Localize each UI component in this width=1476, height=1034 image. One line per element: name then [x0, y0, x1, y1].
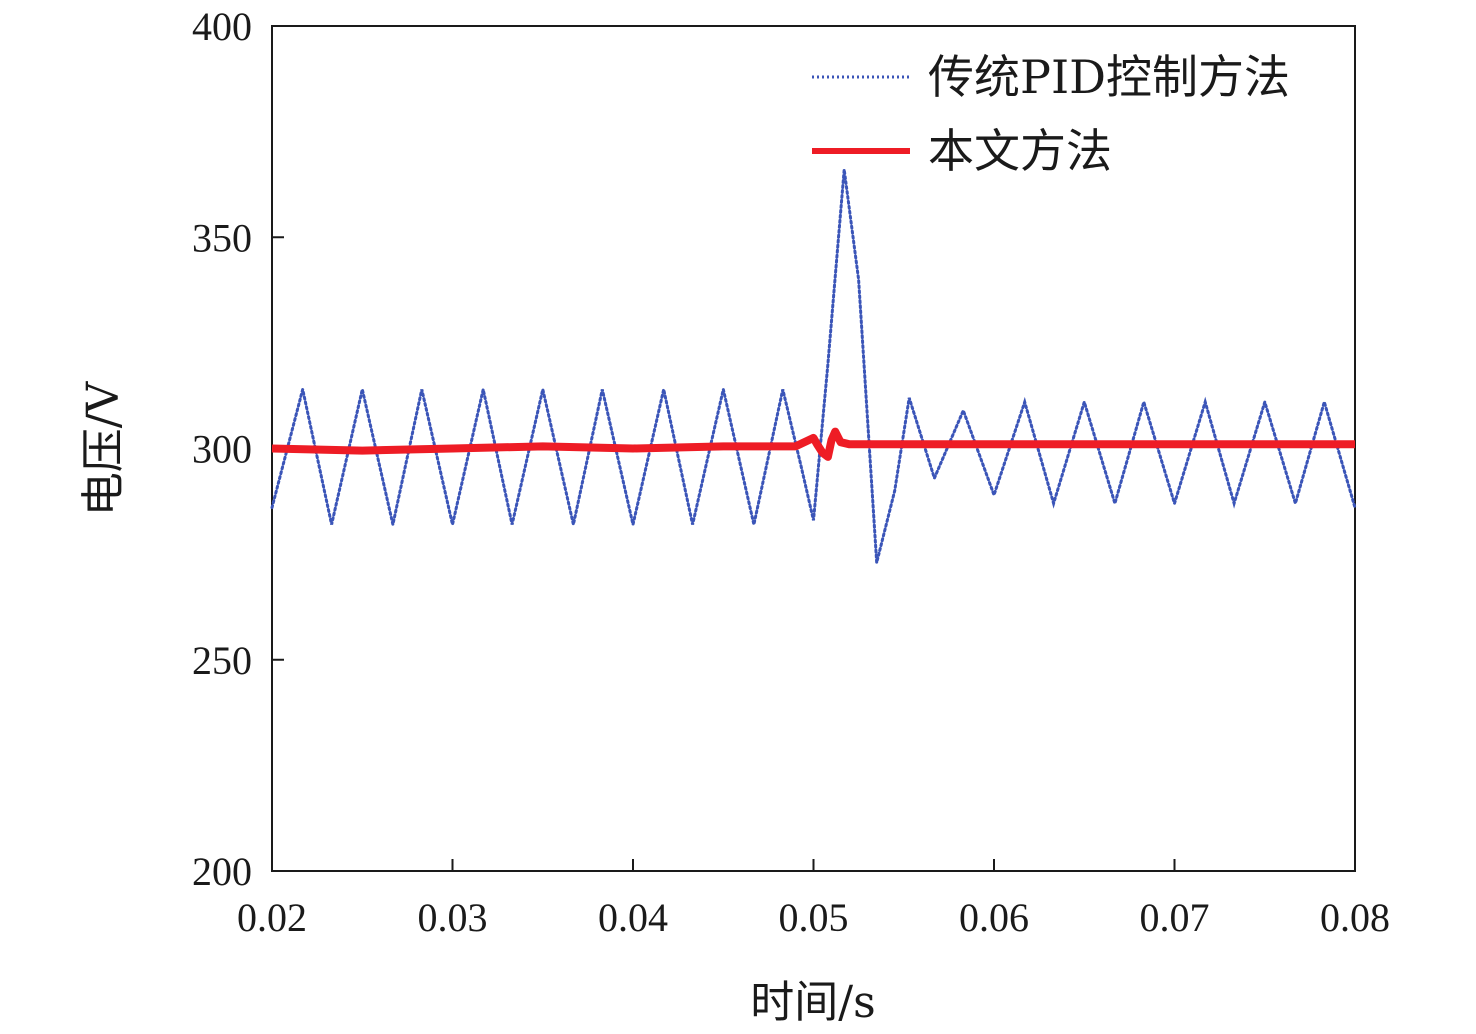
y-tick-label: 300	[192, 427, 252, 472]
y-tick-label: 350	[192, 215, 252, 260]
x-tick-label: 0.02	[237, 895, 307, 940]
legend-label-traditional-pid: 传统PID控制方法	[928, 50, 1290, 104]
y-tick-label: 200	[192, 849, 252, 894]
series-line-proposed-method	[271, 427, 1355, 461]
y-tick-label: 250	[192, 638, 252, 683]
x-tick-label: 0.05	[779, 895, 849, 940]
y-axis-label: 电压/V	[78, 380, 129, 516]
x-tick-label: 0.08	[1320, 895, 1390, 940]
x-tick-label: 0.03	[418, 895, 488, 940]
series-lines	[270, 169, 1357, 563]
x-tick-label: 0.06	[959, 895, 1029, 940]
y-axis-ticks: 200 250 300 350 400	[192, 4, 284, 894]
x-axis-label: 时间/s	[750, 977, 875, 1028]
x-axis-ticks: 0.02 0.03 0.04 0.05 0.06 0.07 0.08	[237, 859, 1390, 940]
x-tick-label: 0.04	[598, 895, 668, 940]
legend-label-proposed-method: 本文方法	[928, 124, 1112, 178]
x-tick-label: 0.07	[1140, 895, 1210, 940]
series-line-traditional-pid	[270, 169, 1357, 563]
legend: 传统PID控制方法 本文方法	[812, 50, 1290, 178]
y-tick-label: 400	[192, 4, 252, 49]
